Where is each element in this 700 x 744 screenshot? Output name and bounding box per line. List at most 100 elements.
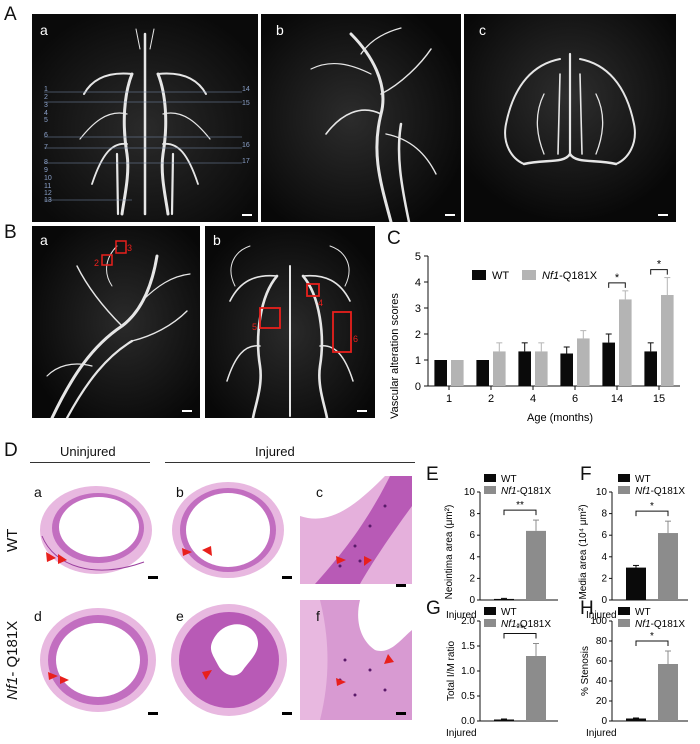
bar [494, 719, 514, 721]
bar [626, 567, 646, 600]
significance-marker: * [650, 631, 654, 642]
y-tick-label: 4 [601, 552, 607, 563]
y-tick-label: 2 [415, 329, 421, 341]
legend-label-nf1: Nf1-Q181X [635, 486, 685, 497]
bar [535, 351, 548, 386]
y-tick-label: 100 [590, 616, 607, 627]
annotation-A-16: 16 [242, 142, 250, 149]
legend-label-nf1: Nf1-Q181X [501, 486, 551, 497]
annotation-A-12: 12 [44, 190, 52, 197]
legend-swatch-nf1 [618, 486, 630, 494]
mra-image-B-b: 5 4 6 [205, 226, 375, 418]
annotation-A-15: 15 [242, 100, 250, 107]
y-tick-label: 4 [469, 552, 475, 563]
column-label-injured: Injured [255, 444, 295, 459]
significance-bracket [635, 640, 669, 646]
y-tick-label: 0 [601, 716, 607, 727]
y-tick-label: 40 [596, 676, 608, 687]
annotation-A-5: 5 [44, 117, 48, 124]
box-label-5: 5 [252, 322, 257, 332]
scale-bar [396, 712, 406, 715]
y-tick-label: 20 [596, 696, 608, 707]
y-tick-label: 2 [469, 573, 475, 584]
annotation-A-13: 13 [44, 197, 52, 204]
legend-swatch-nf1 [484, 486, 496, 494]
y-tick-label: 4 [415, 277, 421, 289]
x-axis-label: Injured [586, 610, 617, 620]
bar-chart-H: % Stenosis Injured 0 20 40 60 80 100 * WTNf1-Q1… [580, 607, 688, 739]
scale-bar [148, 712, 158, 715]
significance-marker: ** [516, 500, 524, 511]
annotation-A-9: 9 [44, 167, 48, 174]
panel-letter-E: E [426, 464, 439, 485]
sub-letter-D-f: f [316, 608, 320, 624]
significance-marker: ** [516, 624, 524, 635]
significance-bracket [635, 510, 669, 517]
chart-G: Total I/M ratio Injured 0.0 0.5 1.0 1.5 2.0 *… [440, 595, 570, 739]
significance-bracket [503, 509, 537, 516]
annotation-A-8: 8 [44, 159, 48, 166]
x-tick-label: 2 [488, 393, 494, 405]
y-tick-label: 3 [415, 303, 421, 315]
box-label-6: 6 [353, 334, 358, 344]
legend-swatch-wt [472, 270, 486, 280]
panel-letter-B: B [4, 222, 17, 243]
bar [658, 533, 678, 600]
sub-letter-D-b: b [176, 484, 184, 500]
legend-label-nf1: Nf1-Q181X [501, 619, 551, 630]
bar [619, 299, 632, 386]
y-axis-label: Neointima area (μm²) [444, 505, 455, 600]
legend-label-wt: WT [635, 607, 651, 618]
annotation-A-2: 2 [44, 94, 48, 101]
chart-F: Media area (10⁴ μm²) Injured 0 2 4 6 8 10 * WT N… [574, 470, 700, 621]
bar [493, 351, 506, 386]
annotation-A-10: 10 [44, 175, 52, 182]
annotation-A-14: 14 [242, 86, 250, 93]
legend-swatch-wt [484, 474, 496, 482]
legend-label-nf1: Nf1-Q181X [635, 619, 685, 630]
y-tick-label: 6 [601, 530, 607, 541]
sub-letter-D-c: c [316, 484, 323, 500]
column-label-uninjured: Uninjured [60, 444, 116, 459]
bar [560, 353, 573, 386]
bar [526, 656, 546, 721]
sub-letter-D-e: e [176, 608, 184, 624]
x-axis-label: Injured [446, 728, 477, 739]
vessel-tree-A-c [464, 14, 676, 222]
x-tick-label: 15 [653, 393, 665, 405]
legend-label-wt: WT [501, 474, 517, 485]
legend-label-nf1: Nf1-Q181X [542, 270, 598, 282]
box-label-2: 2 [94, 258, 99, 268]
bar [434, 360, 447, 386]
bar [644, 351, 657, 386]
histology-image-D-f [300, 600, 412, 720]
legend-label-wt: WT [501, 607, 517, 618]
panel-letter-H: H [580, 598, 594, 619]
x-tick-label: 4 [530, 393, 536, 405]
bar [577, 338, 590, 386]
y-tick-label: 0 [601, 595, 607, 606]
vessel-tree-A-a [32, 14, 258, 222]
y-tick-label: 0 [469, 595, 475, 606]
mra-image-A-a: 1 2 3 4 5 6 7 8 9 10 11 12 13 14 15 16 1… [32, 14, 258, 222]
legend-swatch-nf1 [522, 270, 536, 280]
scale-bar [396, 584, 406, 587]
histology-image-D-d [34, 600, 158, 720]
y-axis-label: Total I/M ratio [446, 641, 457, 701]
annotation-A-7: 7 [44, 144, 48, 151]
bar [476, 360, 489, 386]
legend-swatch-wt [618, 607, 630, 615]
bar [602, 342, 615, 386]
mra-image-A-b [261, 14, 461, 222]
y-tick-label: 6 [469, 530, 475, 541]
bar [518, 351, 531, 386]
chart-E: Neointima area (μm²) Injured 0 2 4 6 8 10 ** WT… [440, 470, 570, 621]
row-label-wt: WT [4, 528, 21, 552]
bar-chart-E: Neointima area (μm²) Injured 0 2 4 6 8 10 ** WT… [444, 474, 558, 621]
bar [526, 530, 546, 600]
box-label-4: 4 [318, 298, 323, 308]
y-axis-label: Media area (10⁴ μm²) [578, 504, 589, 599]
panel-letter-G: G [426, 598, 441, 619]
bar [451, 360, 464, 386]
annotation-A-1: 1 [44, 86, 48, 93]
